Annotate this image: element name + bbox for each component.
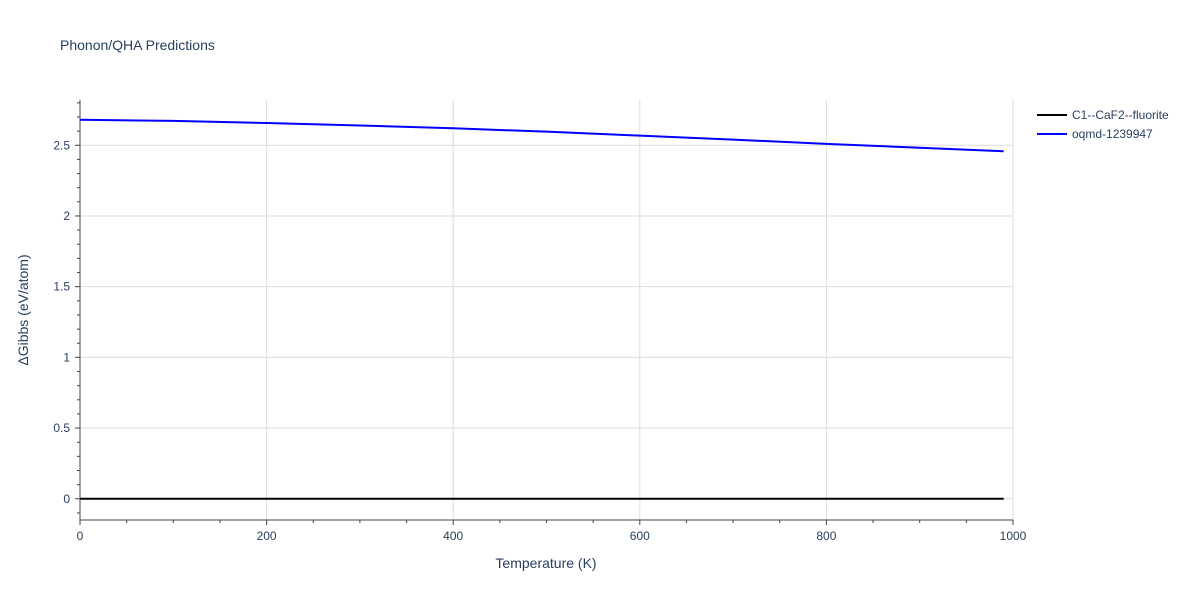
series-layer: [79, 118, 1004, 500]
y-gridlines: [80, 144, 1013, 500]
x-tick-label: 200: [257, 529, 277, 543]
x-tick-label: 800: [816, 529, 836, 543]
y-tick-label: 1: [63, 350, 70, 364]
legend: C1--CaF2--fluorite oqmd-1239947: [1037, 108, 1169, 141]
chart-title: Phonon/QHA Predictions: [60, 37, 215, 53]
x-tick-label: 1000: [1000, 529, 1027, 543]
y-tick-label: 2.5: [53, 138, 70, 152]
x-tick-label: 0: [77, 529, 84, 543]
series-line-1: [79, 118, 1004, 153]
legend-label-1: oqmd-1239947: [1072, 127, 1153, 141]
y-tick-label: 0.5: [53, 421, 70, 435]
y-axis-title: ΔGibbs (eV/atom): [15, 254, 31, 365]
x-tick-labels: 0 200 400 600 800 1000: [77, 529, 1027, 543]
y-tick-label: 1.5: [53, 280, 70, 294]
x-gridlines: [266, 100, 1014, 520]
legend-label-0: C1--CaF2--fluorite: [1072, 108, 1169, 122]
x-tick-label: 600: [630, 529, 650, 543]
y-tick-label: 0: [63, 492, 70, 506]
x-axis-title: Temperature (K): [495, 555, 596, 571]
axes: [75, 100, 1014, 525]
y-tick-label: 2: [63, 209, 70, 223]
x-tick-label: 400: [443, 529, 463, 543]
y-tick-labels: 0 0.5 1 1.5 2 2.5: [53, 138, 70, 506]
